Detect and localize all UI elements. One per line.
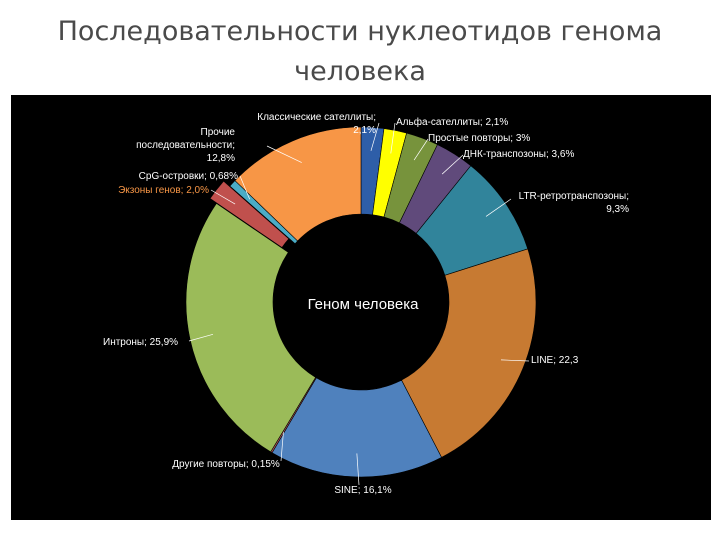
leader-line [280,432,284,462]
slice-label: LTR-ретротранспозоны; 9,3% [519,191,629,215]
donut-slice [401,248,537,458]
donut-slice [209,180,290,248]
slice-label: Альфа-сателлиты; 2,1% [396,116,508,128]
slice-label: Интроны; 25,9% [103,337,178,348]
slide-title-line-2: человека [294,56,426,87]
slice-label: Прочие последовательности; 12,8% [136,127,235,164]
slide-title-line-1: Последовательности нуклеотидов генома [57,16,663,47]
leader-line [441,154,464,175]
leader-line [356,453,360,486]
leader-line [413,138,429,161]
slice-label: Другие повторы; 0,15% [172,459,280,470]
slice-label: SINE; 16,1% [334,485,391,496]
leader-line [390,122,396,154]
slice-label: Классические сателлиты; 2,1% [257,112,376,136]
leader-line [370,122,380,151]
leader-lines [188,122,530,486]
donut-slices [185,126,537,478]
slice-labels: Классические сателлиты; 2,1% Альфа-сателли… [103,112,629,496]
donut-chart: Классические сателлиты; 2,1% Альфа-сателли… [103,112,629,496]
leader-line [500,359,530,362]
leader-line [485,198,512,217]
slice-label: ДНК-транспозоны; 3,6% [463,149,574,160]
chart-area: Классические сателлиты; 2,1% Альфа-сателли… [11,95,711,520]
center-label: Геном человека [308,296,420,313]
slice-label: Экзоны генов; 2,0% [118,185,209,196]
leader-line [210,189,236,205]
slice-label: CpG-островки; 0,68% [139,171,238,182]
slide-title: Последовательности нуклеотидов генома че… [0,12,720,92]
leader-line [266,145,302,163]
donut-slice [234,126,362,242]
leader-line [188,333,214,342]
donut-slice [185,202,316,453]
donut-slice [271,377,442,478]
slice-label: LINE; 22,3 [531,355,579,366]
slice-label: Простые повторы; 3% [428,133,530,144]
leader-line [239,175,251,200]
